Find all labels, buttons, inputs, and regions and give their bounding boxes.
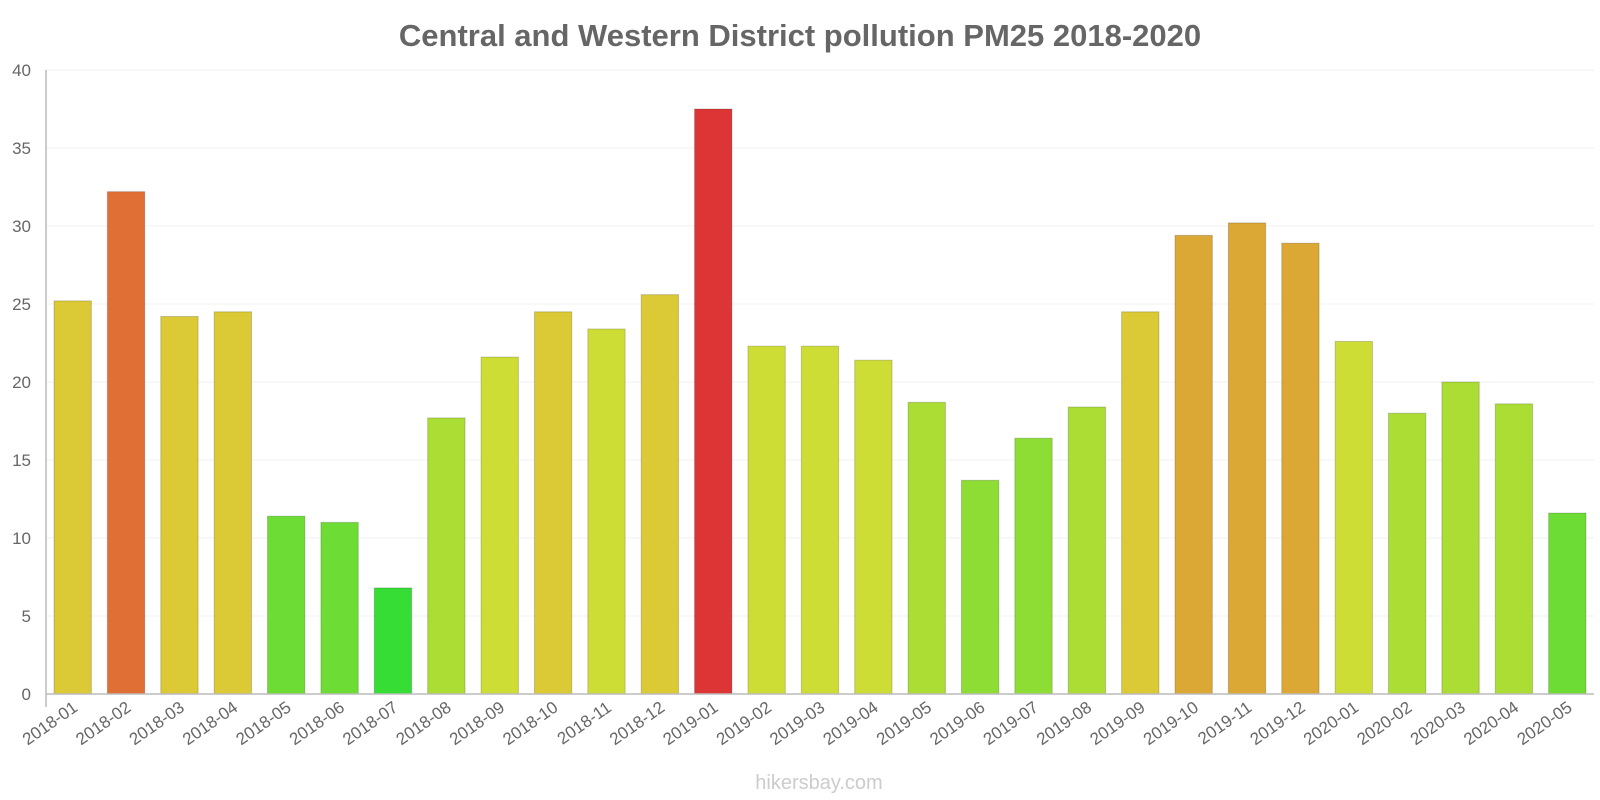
bar-2019-10 <box>1174 234 1213 695</box>
bar-2018-10 <box>533 311 573 695</box>
bar-2018-09 <box>480 356 519 695</box>
x-tick-label: 2018-09 <box>446 698 508 749</box>
bar-2018-11 <box>587 328 626 695</box>
x-tick-label: 2019-05 <box>873 698 935 749</box>
bar-2020-03 <box>1441 381 1480 695</box>
x-tick-label: 2018-05 <box>232 698 294 749</box>
x-tick-label: 2018-03 <box>126 698 188 749</box>
bar-2018-01 <box>53 300 92 695</box>
x-tick-label: 2018-10 <box>499 698 561 749</box>
x-tick-label: 2018-01 <box>19 698 81 749</box>
y-tick-label: 0 <box>22 685 31 704</box>
x-tick-label: 2018-02 <box>72 698 134 749</box>
x-tick-label: 2019-01 <box>660 698 722 749</box>
y-tick-label: 15 <box>12 451 31 470</box>
x-tick-label: 2019-10 <box>1140 698 1202 749</box>
x-tick-label: 2020-05 <box>1514 698 1576 749</box>
bar-2018-03 <box>160 315 199 695</box>
bar-2019-09 <box>1121 311 1160 695</box>
x-tick-label: 2018-07 <box>339 698 401 749</box>
bar-2020-05 <box>1548 512 1587 695</box>
x-tick-label: 2019-03 <box>766 698 828 749</box>
y-tick-label: 10 <box>12 529 31 548</box>
x-tick-label: 2019-04 <box>820 698 882 749</box>
y-tick-label: 35 <box>12 139 31 158</box>
x-tick-label: 2018-11 <box>554 698 615 749</box>
x-tick-label: 2019-08 <box>1033 698 1095 749</box>
bar-2018-08 <box>427 417 466 695</box>
y-tick-label: 40 <box>12 61 31 80</box>
bar-2019-07 <box>1014 437 1053 695</box>
y-tick-label: 30 <box>12 217 31 236</box>
bar-2020-02 <box>1387 412 1427 695</box>
bar-2020-01 <box>1334 340 1373 695</box>
x-tick-label: 2019-09 <box>1087 698 1149 749</box>
y-tick-label: 20 <box>12 373 31 392</box>
x-tick-label: 2019-02 <box>713 698 775 749</box>
x-tick-label: 2018-04 <box>179 698 241 749</box>
bar-2018-02 <box>106 191 146 695</box>
x-tick-label: 2019-11 <box>1194 698 1255 749</box>
chart-title: Central and Western District pollution P… <box>399 18 1201 53</box>
x-tick-label: 2020-02 <box>1353 698 1415 749</box>
x-tick-label: 2020-03 <box>1407 698 1469 749</box>
x-tick-label: 2018-12 <box>606 698 668 749</box>
bar-2019-06 <box>960 479 1000 695</box>
credit-text: hikersbay.com <box>755 772 882 794</box>
bar-2019-11 <box>1227 222 1267 695</box>
bars <box>53 108 1587 695</box>
bar-2019-02 <box>747 345 786 695</box>
y-tick-label: 25 <box>12 295 31 314</box>
y-tick-label: 5 <box>22 607 31 626</box>
bar-2018-07 <box>373 587 413 695</box>
bar-2019-03 <box>800 345 840 695</box>
x-tick-label: 2018-06 <box>286 698 348 749</box>
bar-2018-06 <box>320 521 359 695</box>
bar-2018-04 <box>213 311 253 695</box>
x-tick-label: 2018-08 <box>393 698 455 749</box>
bar-2019-08 <box>1067 406 1107 695</box>
y-axis-ticks: 0 5 10 15 20 25 30 35 40 <box>12 61 31 704</box>
bar-2018-05 <box>267 515 306 695</box>
x-tick-label: 2020-01 <box>1300 698 1362 749</box>
bar-2019-12 <box>1281 242 1320 695</box>
bar-2019-04 <box>854 359 893 695</box>
bar-2018-12 <box>640 294 680 695</box>
x-tick-label: 2019-12 <box>1247 698 1309 749</box>
x-tick-label: 2020-04 <box>1460 698 1522 749</box>
x-tick-label: 2019-07 <box>980 698 1042 749</box>
x-axis-ticks: 2018-012018-022018-032018-042018-052018-… <box>19 698 1576 749</box>
x-tick-label: 2019-06 <box>926 698 988 749</box>
bar-2019-01 <box>694 108 733 695</box>
bar-2020-04 <box>1494 403 1534 695</box>
bar-2019-05 <box>907 401 946 695</box>
